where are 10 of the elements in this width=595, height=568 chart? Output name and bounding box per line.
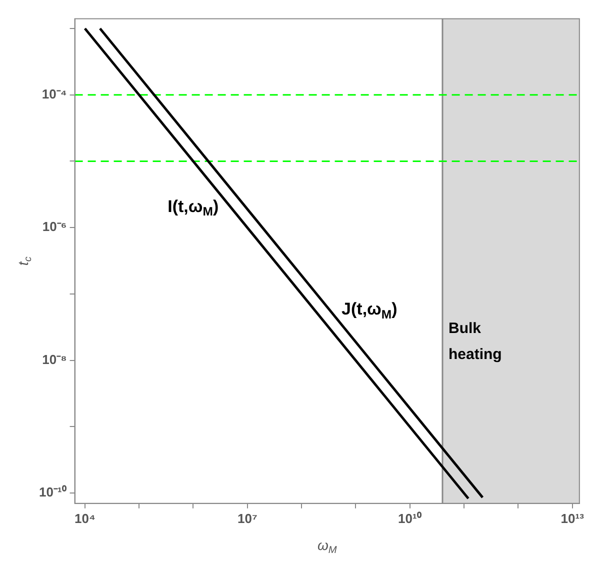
y-tick-label: 10⁻⁶ <box>42 219 67 234</box>
y-tick-label: 10⁻¹⁰ <box>38 484 67 500</box>
y-axis-title: tc <box>14 256 34 266</box>
y-tick-label: 10⁻⁸ <box>42 352 67 367</box>
x-tick-label: 10⁷ <box>237 510 258 526</box>
band-label: Bulk heating <box>448 320 502 364</box>
x-tick-label: 10⁴ <box>74 510 96 526</box>
x-tick-label: 10¹⁰ <box>398 510 422 526</box>
y-tick-label: 10⁻⁴ <box>42 86 67 102</box>
x-tick-label: 10¹³ <box>560 510 585 526</box>
